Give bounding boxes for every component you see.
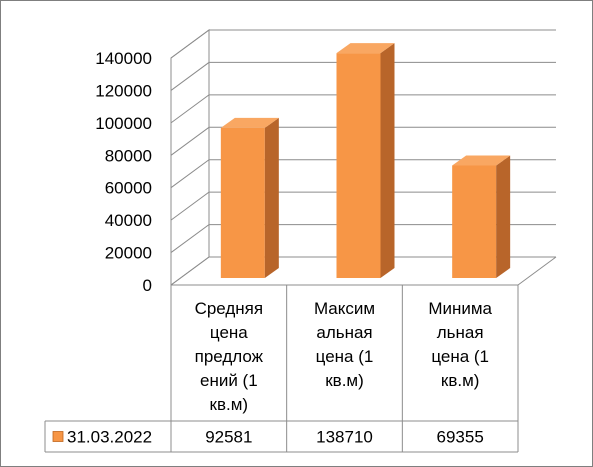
category-label: Средняя цена предлож ений (1 кв.м) xyxy=(195,299,264,414)
category-label: Максим альная цена (1 кв.м) xyxy=(314,299,375,390)
legend-key xyxy=(52,431,64,442)
y-tick-label: 100000 xyxy=(95,114,152,133)
y-tick-label: 80000 xyxy=(105,146,152,165)
y-tick-label: 20000 xyxy=(105,244,152,263)
gridline xyxy=(170,126,556,156)
bar-side xyxy=(496,155,511,278)
data-table: Средняя цена предлож ений (1 кв.м) Максим альн… xyxy=(44,285,519,453)
y-tick-label: 60000 xyxy=(105,179,152,198)
gridline xyxy=(170,159,556,189)
bar-top xyxy=(336,43,395,54)
y-tick-label: 120000 xyxy=(95,81,152,100)
y-axis-ticks: 0 20000 40000 60000 80000 100000 120000 140000 xyxy=(95,49,152,295)
side-wall xyxy=(170,29,210,286)
bar-top xyxy=(220,117,279,128)
bar-front xyxy=(452,165,497,278)
series-name: 31.03.2022 xyxy=(67,428,152,447)
y-tick-label: 140000 xyxy=(95,49,152,68)
category-label: Минима льная цена (1 кв.м) xyxy=(428,299,492,390)
floor-edge xyxy=(517,256,557,286)
bar xyxy=(336,43,395,278)
bar-top xyxy=(452,155,511,166)
bar-side xyxy=(380,43,395,278)
y-tick-label: 0 xyxy=(143,276,152,295)
gridline xyxy=(170,61,556,91)
bars xyxy=(220,43,511,278)
gridline xyxy=(170,224,556,253)
gridline xyxy=(170,191,556,221)
gridline xyxy=(170,94,556,124)
gridline xyxy=(170,256,556,286)
grid-layer xyxy=(170,29,557,286)
bar xyxy=(452,155,511,278)
data-table-value: 138710 xyxy=(316,428,373,447)
bar-side xyxy=(264,117,279,278)
y-tick-label: 40000 xyxy=(105,211,152,230)
data-table-value: 92581 xyxy=(205,428,252,447)
data-table-value: 69355 xyxy=(437,428,484,447)
bar-front xyxy=(220,127,265,278)
bar xyxy=(220,117,279,278)
bar-front xyxy=(336,53,381,278)
gridline xyxy=(170,29,556,59)
